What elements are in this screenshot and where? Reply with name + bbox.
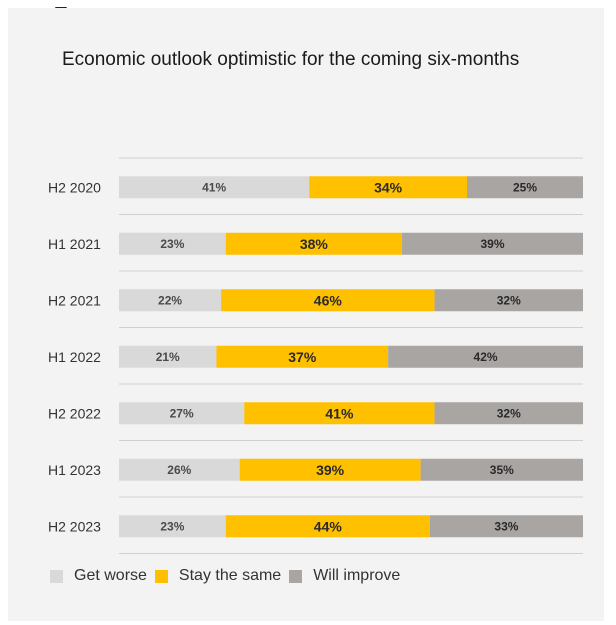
- bar-segment: [119, 345, 217, 368]
- bar-segment: [221, 289, 435, 312]
- category-label: H2 2020: [48, 179, 101, 195]
- bar-segment: [225, 232, 403, 255]
- data-label: 21%: [156, 350, 180, 364]
- bar-segment: [225, 515, 430, 538]
- data-label: 41%: [202, 180, 226, 194]
- bar-segment: [434, 289, 583, 312]
- legend-label: Get worse: [74, 567, 147, 584]
- data-label: 37%: [288, 349, 317, 365]
- data-label: 44%: [314, 518, 343, 534]
- data-label: 33%: [494, 519, 518, 533]
- data-label: 41%: [325, 405, 354, 421]
- bar-segment: [239, 458, 421, 481]
- data-label: 23%: [160, 519, 184, 533]
- legend-swatch: [50, 569, 63, 583]
- bar-segment: [467, 176, 583, 199]
- data-label: 38%: [300, 236, 329, 252]
- data-label: 42%: [474, 350, 498, 364]
- data-label: 27%: [170, 406, 194, 420]
- data-label: 26%: [167, 463, 191, 477]
- data-label: 32%: [497, 293, 521, 307]
- category-label: H2 2021: [48, 292, 101, 308]
- chart-title: Economic outlook optimistic for the comi…: [62, 49, 520, 70]
- bar-segment: [119, 232, 226, 255]
- legend-item-get-worse: Get worse: [50, 567, 147, 585]
- data-label: 46%: [314, 292, 343, 308]
- category-label: H1 2023: [48, 462, 101, 478]
- category-label: H2 2022: [48, 405, 101, 421]
- bar-segment: [119, 515, 226, 538]
- data-label: 34%: [374, 179, 403, 195]
- bar-segment: [216, 345, 389, 368]
- bar-segment: [388, 345, 583, 368]
- legend-item-will-improve: Will improve: [289, 567, 400, 585]
- data-label: 32%: [497, 406, 521, 420]
- legend-item-stay-the-same: Stay the same: [154, 567, 282, 585]
- category-label: H1 2021: [48, 236, 101, 252]
- chart-legend: Get worse Stay the same Will improve: [50, 567, 408, 585]
- bar-segment: [402, 232, 583, 255]
- bar-segment: [244, 402, 435, 425]
- data-label: 25%: [513, 180, 537, 194]
- bar-segment: [434, 402, 583, 425]
- data-label: 39%: [481, 237, 505, 251]
- legend-label: Stay the same: [178, 567, 282, 584]
- data-label: 39%: [316, 462, 345, 478]
- bar-segment: [119, 402, 245, 425]
- data-label: 23%: [160, 237, 184, 251]
- category-label: H1 2022: [48, 349, 101, 365]
- bar-segment: [429, 515, 583, 538]
- bar-segment: [119, 458, 240, 481]
- category-label: H2 2023: [48, 518, 101, 534]
- bar-segment: [309, 176, 467, 199]
- legend-label: Will improve: [313, 567, 401, 584]
- legend-swatch: [154, 569, 168, 583]
- data-label: 35%: [490, 463, 514, 477]
- bar-segment: [119, 176, 310, 199]
- data-label: 22%: [158, 293, 182, 307]
- legend-swatch: [289, 569, 303, 583]
- bar-segment: [420, 458, 583, 481]
- bar-segment: [119, 289, 222, 312]
